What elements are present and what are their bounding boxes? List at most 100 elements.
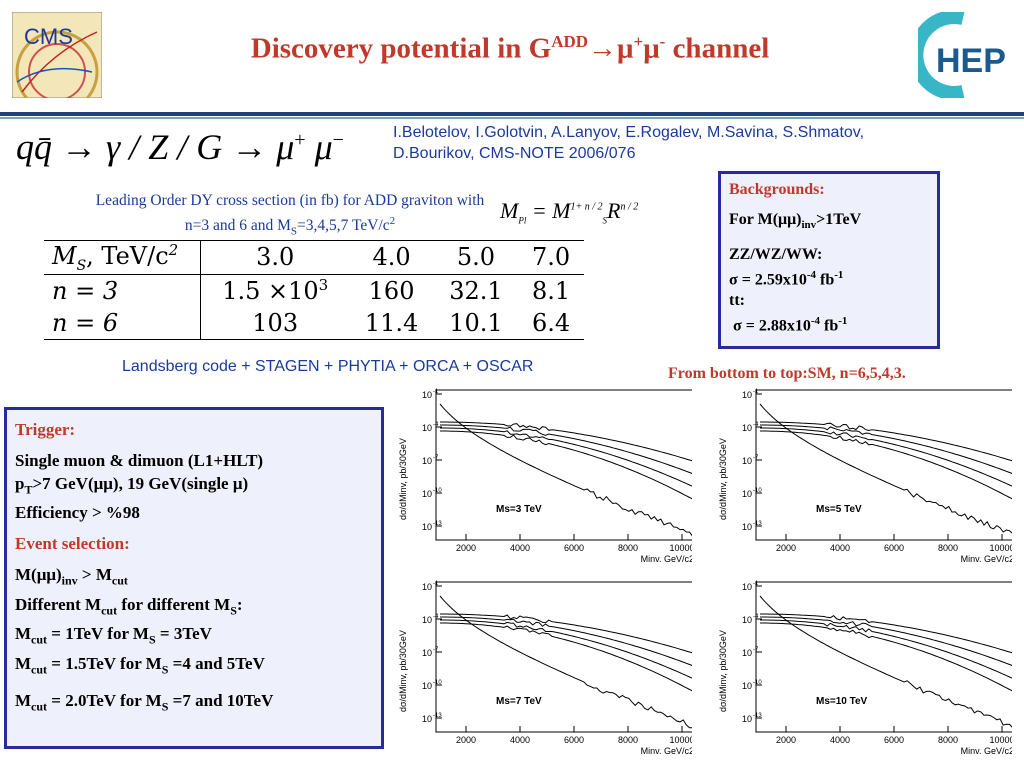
x-tick-label: 10000 — [669, 735, 692, 745]
table-header-cell: 7.0 — [518, 241, 584, 275]
x-tick-label: 10000 — [989, 735, 1012, 745]
trigger-box: Trigger: Single muon & dimuon (L1+HLT) p… — [4, 407, 384, 749]
selection-line: M(μμ)inv > Mcut — [15, 563, 373, 592]
table-cell: 11.4 — [349, 307, 433, 340]
x-tick-label: 4000 — [510, 735, 530, 745]
event-selection-title: Event selection: — [15, 532, 373, 555]
y-axis-label: dσ/dMinv, pb/30GeV — [398, 630, 408, 712]
table-cell: 160 — [349, 274, 433, 307]
y-tick-label: 10 — [742, 456, 752, 466]
backgrounds-title: Backgrounds: — [729, 180, 929, 200]
backgrounds-zz: ZZ/WZ/WW: — [729, 245, 929, 265]
selection-line: Mcut = 2.0TeV for MS =7 and 10TeV — [15, 689, 373, 718]
header-rule — [0, 112, 1024, 120]
software-chain: Landsberg code + STAGEN + PHYTIA + ORCA … — [122, 358, 533, 376]
plot-ms-7tev: 10-110-410-710-1010 -132000 4000 6000 8000 10… — [392, 574, 692, 754]
plot-ms-3tev: 10-110-410-710-1010 -132000 4000 6000 8000 10… — [392, 382, 692, 562]
page-title: Discovery potential in GADD→μ+μ- channel — [110, 32, 910, 66]
x-tick-label: 2000 — [456, 735, 476, 745]
y-tick-label: 10 — [422, 423, 432, 433]
panel-label: Ms=3 TeV — [496, 504, 542, 515]
y-tick-label: 10 — [422, 522, 432, 532]
planck-mass-formula: MPl = M1+ n / 2SRn / 2 — [500, 198, 638, 225]
y-axis-label: dσ/dMinv, pb/30GeV — [398, 438, 408, 520]
cross-section-table: MS, TeV/c2 3.0 4.0 5.0 7.0 n = 3 1.5 ×10… — [44, 240, 584, 340]
table-header-cell: 4.0 — [349, 241, 433, 275]
hep-logo: HEP — [918, 12, 1016, 98]
y-tick-label: 10 — [422, 390, 432, 400]
hep-logo-text: HEP — [936, 42, 1006, 80]
plot-frame — [756, 582, 1012, 732]
selection-line: Mcut = 1.5TeV for MS =4 and 5TeV — [15, 652, 373, 681]
table-caption: Leading Order DY cross section (in fb) f… — [30, 190, 550, 242]
y-tick-label: 10 — [422, 456, 432, 466]
y-axis-label: dσ/dMinv, pb/30GeV — [718, 438, 728, 520]
x-tick-label: 10000 — [989, 543, 1012, 553]
backgrounds-sigma-tt: σ = 2.88x10-4 fb-1 — [729, 311, 929, 336]
backgrounds-sigma-zz: σ = 2.59x10-4 fb-1 — [729, 265, 929, 290]
x-tick-label: 10000 — [669, 543, 692, 553]
y-tick-label: 10 — [742, 390, 752, 400]
y-tick-label: 10 — [422, 582, 432, 592]
selection-line: Different Mcut for different MS: — [15, 593, 373, 622]
y-tick-label: 10 — [742, 489, 752, 499]
x-tick-label: 8000 — [618, 543, 638, 553]
x-tick-label: 8000 — [938, 543, 958, 553]
table-header-row: MS, TeV/c2 3.0 4.0 5.0 7.0 — [44, 241, 584, 275]
y-axis-label: dσ/dMinv, pb/30GeV — [718, 630, 728, 712]
table-cell: 6.4 — [518, 307, 584, 340]
x-tick-label: 4000 — [510, 543, 530, 553]
table-header-cell: 5.0 — [434, 241, 518, 275]
panel-label: Ms=5 TeV — [816, 504, 862, 515]
cms-logo: CMS — [12, 12, 102, 98]
table-cell: 8.1 — [518, 274, 584, 307]
x-axis-label: Minv, GeV/c2 — [641, 554, 692, 562]
x-tick-label: 8000 — [618, 735, 638, 745]
trigger-line: pT>7 GeV(μμ), 19 GeV(single μ) — [15, 472, 373, 501]
table-cell: 103 — [201, 307, 350, 340]
x-axis-label: Minv, GeV/c2 — [641, 746, 692, 754]
table-cell: 10.1 — [434, 307, 518, 340]
y-tick-label: 10 — [742, 615, 752, 625]
table-row: n = 6 103 11.4 10.1 6.4 — [44, 307, 584, 340]
x-tick-label: 6000 — [564, 543, 584, 553]
authors-line: D.Bourikov, CMS-NOTE 2006/076 — [393, 143, 1013, 164]
cms-logo-text: CMS — [24, 24, 73, 49]
trigger-title: Trigger: — [15, 418, 373, 441]
plots-caption: From bottom to top:SM, n=6,5,4,3. — [668, 365, 906, 383]
plot-ms-5tev: 10-110-410-710-1010 -132000 4000 6000 8000 10… — [712, 382, 1012, 562]
x-tick-label: 8000 — [938, 735, 958, 745]
y-tick-label: 10 — [422, 648, 432, 658]
y-tick-label: 10 — [742, 423, 752, 433]
trigger-line: Single muon & dimuon (L1+HLT) — [15, 449, 373, 472]
x-tick-label: 2000 — [776, 543, 796, 553]
y-tick-label: 10 — [742, 714, 752, 724]
backgrounds-box: Backgrounds: For M(μμ)inv>1TeV ZZ/WZ/WW:… — [718, 171, 940, 349]
x-tick-label: 6000 — [564, 735, 584, 745]
y-tick-label: 10 — [422, 489, 432, 499]
plot-ms-10tev: 10-110-410-710-1010 -132000 4000 6000 8000 10… — [712, 574, 1012, 754]
table-cell: 1.5 ×103 — [201, 274, 350, 307]
y-tick-label: 10 — [422, 714, 432, 724]
x-tick-label: 2000 — [456, 543, 476, 553]
table-header-label: MS, TeV/c2 — [44, 241, 201, 275]
y-tick-label: 10 — [742, 522, 752, 532]
x-tick-label: 4000 — [830, 543, 850, 553]
y-tick-label: 10 — [422, 615, 432, 625]
process-formula: qq̄ → γ / Z / G → μ+ μ− — [16, 126, 344, 168]
backgrounds-tt: tt: — [729, 291, 929, 311]
panel-label: Ms=10 TeV — [816, 696, 868, 707]
x-tick-label: 4000 — [830, 735, 850, 745]
y-tick-label: 10 — [422, 681, 432, 691]
x-axis-label: Minv, GeV/c2 — [961, 746, 1012, 754]
x-tick-label: 2000 — [776, 735, 796, 745]
panel-label: Ms=7 TeV — [496, 696, 542, 707]
backgrounds-cut: For M(μμ)inv>1TeV — [729, 210, 929, 235]
y-tick-label: 10 — [742, 648, 752, 658]
table-row-label: n = 3 — [44, 274, 201, 307]
authors-line: I.Belotelov, I.Golotvin, A.Lanyov, E.Rog… — [393, 122, 1013, 143]
x-tick-label: 6000 — [884, 735, 904, 745]
table-row: n = 3 1.5 ×103 160 32.1 8.1 — [44, 274, 584, 307]
y-tick-label: 10 — [742, 681, 752, 691]
selection-line: Mcut = 1TeV for MS = 3TeV — [15, 622, 373, 651]
